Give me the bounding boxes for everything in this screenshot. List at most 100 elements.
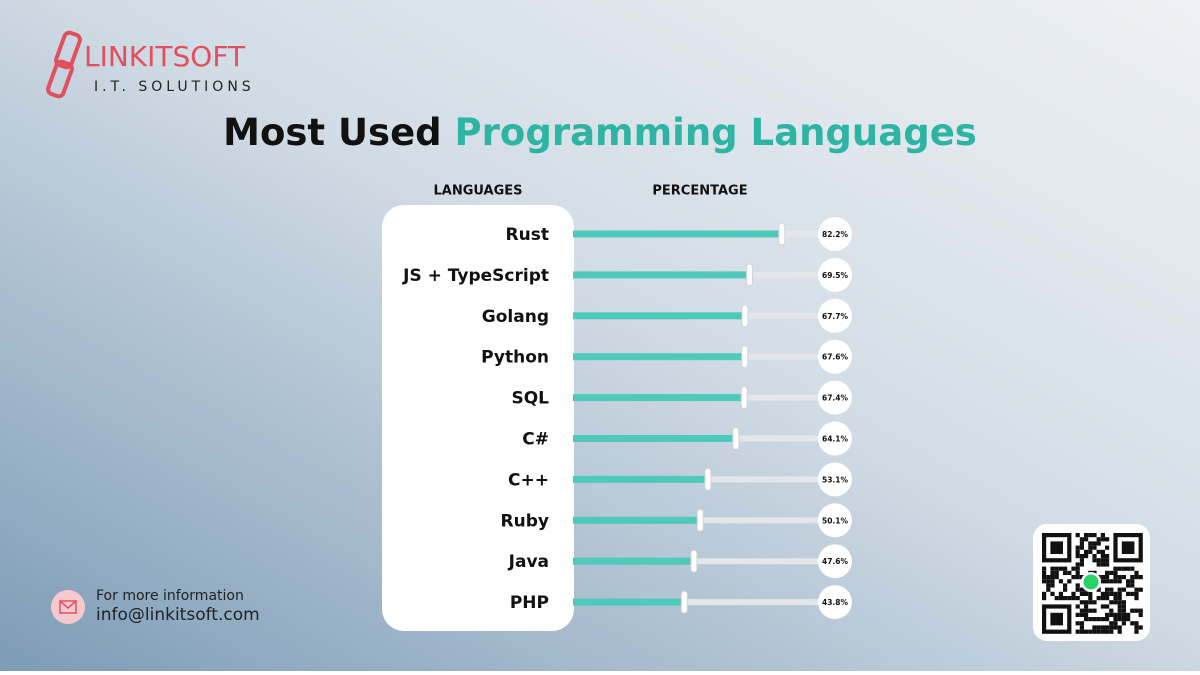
qr-module <box>1100 549 1105 554</box>
qr-module <box>1088 617 1093 622</box>
bar-knob <box>741 304 749 328</box>
bar-knob <box>732 427 740 450</box>
category-label: C# <box>522 430 549 450</box>
bar-knob <box>740 386 748 410</box>
category-label: SQL <box>511 389 549 409</box>
value-label: 82.2% <box>822 230 849 239</box>
logo-icon <box>46 30 82 99</box>
qr-module <box>1109 579 1114 584</box>
qr-module <box>1109 608 1114 613</box>
qr-module <box>1130 583 1135 588</box>
qr-module <box>1117 625 1122 630</box>
qr-module <box>1138 625 1143 630</box>
qr-module <box>1079 625 1084 630</box>
qr-module <box>1117 612 1122 617</box>
qr-module <box>1075 596 1080 601</box>
qr-module <box>1054 570 1059 575</box>
qr-module <box>1130 621 1135 626</box>
qr-module <box>1092 629 1097 634</box>
qr-module <box>1096 541 1101 546</box>
qr-module <box>1071 575 1076 580</box>
qr-module <box>1109 591 1114 596</box>
qr-module <box>1096 629 1101 634</box>
qr-module <box>1105 596 1110 601</box>
value-label: 67.7% <box>822 312 849 321</box>
value-label: 43.8% <box>822 598 849 607</box>
footer-note: For more information <box>96 588 244 604</box>
qr-module <box>1092 600 1097 605</box>
qr-module <box>1121 587 1126 592</box>
category-label: Ruby <box>501 511 549 531</box>
qr-module <box>1134 625 1139 630</box>
qr-module <box>1126 617 1131 622</box>
qr-module <box>1042 591 1047 596</box>
qr-module <box>1088 600 1093 605</box>
qr-module <box>1121 612 1126 617</box>
category-label: Golang <box>482 307 549 327</box>
value-badge <box>818 421 852 456</box>
qr-module <box>1046 579 1051 584</box>
qr-module <box>1121 621 1126 626</box>
category-label: PHP <box>510 593 549 613</box>
value-badge <box>818 503 852 538</box>
qr-module <box>1109 587 1114 592</box>
bar-knob <box>741 345 749 369</box>
qr-module <box>1054 596 1059 601</box>
value-badge <box>818 544 852 579</box>
qr-finder <box>1050 541 1063 554</box>
bar <box>573 435 736 442</box>
bar-knob <box>690 549 698 573</box>
qr-module <box>1088 541 1093 546</box>
qr-module <box>1088 533 1093 538</box>
qr-module <box>1075 566 1080 571</box>
qr-module <box>1117 575 1122 580</box>
qr-module <box>1046 587 1051 592</box>
footer-email: info@linkitsoft.com <box>96 605 260 625</box>
qr-module <box>1096 549 1101 554</box>
qr-module <box>1105 562 1110 567</box>
qr-module <box>1105 570 1110 575</box>
qr-module <box>1130 608 1135 613</box>
qr-module <box>1084 591 1089 596</box>
value-badge <box>818 585 852 620</box>
qr-module <box>1050 579 1055 584</box>
qr-module <box>1100 625 1105 630</box>
qr-module <box>1063 596 1068 601</box>
qr-module <box>1117 566 1122 571</box>
qr-module <box>1075 549 1080 554</box>
qr-module <box>1126 591 1131 596</box>
value-label: 67.4% <box>822 394 849 403</box>
title-part: Most Used <box>223 111 441 154</box>
bar <box>573 230 782 238</box>
qr-module <box>1084 533 1089 538</box>
qr-logo <box>1083 574 1099 590</box>
qr-module <box>1121 566 1126 571</box>
qr-module <box>1100 596 1105 601</box>
qr-module <box>1088 591 1093 596</box>
qr-module <box>1138 587 1143 592</box>
qr-module <box>1109 570 1114 575</box>
qr-module <box>1075 604 1080 609</box>
qr-module <box>1046 575 1051 580</box>
qr-module <box>1075 629 1080 634</box>
qr-module <box>1075 533 1080 538</box>
qr-module <box>1075 587 1080 592</box>
category-label: C++ <box>508 470 549 490</box>
qr-module <box>1126 566 1131 571</box>
qr-code[interactable] <box>1042 533 1143 634</box>
qr-finder <box>1121 541 1135 554</box>
value-badge <box>818 339 852 374</box>
qr-module <box>1088 608 1093 613</box>
qr-module <box>1067 596 1072 601</box>
value-badge <box>818 380 852 415</box>
qr-module <box>1075 621 1080 626</box>
qr-module <box>1042 579 1047 584</box>
qr-module <box>1134 570 1139 575</box>
value-label: 64.1% <box>822 435 849 444</box>
qr-module <box>1096 617 1101 622</box>
qr-module <box>1063 570 1068 575</box>
qr-module <box>1105 554 1110 559</box>
qr-module <box>1121 604 1126 609</box>
